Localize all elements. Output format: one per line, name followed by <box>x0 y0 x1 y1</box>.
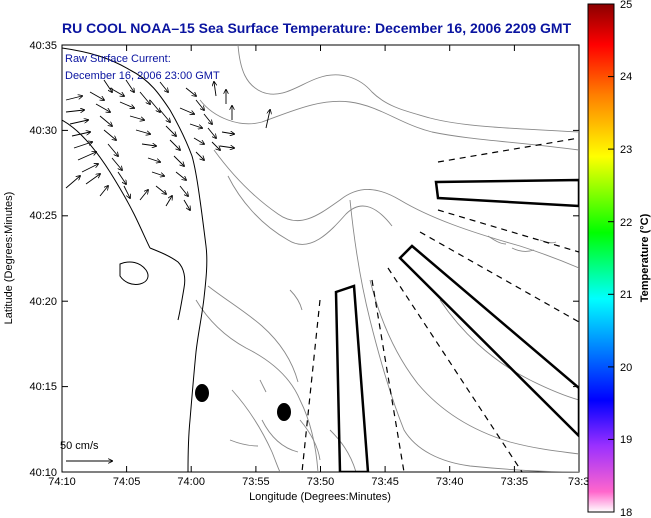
current-vectors <box>65 79 270 210</box>
bathymetry-contours <box>195 45 579 472</box>
x-axis: 74:10 74:05 74:00 73:55 73:50 73:45 73:4… <box>48 45 589 503</box>
y-axis: 40:35 40:30 40:25 40:20 40:15 40:10 Lati… <box>3 40 579 479</box>
map-content <box>62 45 579 472</box>
x-tick-label: 73:55 <box>242 476 270 488</box>
colorbar-bar <box>587 3 615 513</box>
y-axis-label: Latitude (Degrees:Minutes) <box>3 192 15 325</box>
colorbar-tick-label: 19 <box>620 434 632 446</box>
y-tick-label: 40:20 <box>29 296 57 308</box>
x-axis-label: Longitude (Degrees:Minutes) <box>249 491 391 503</box>
surface-current-label: Raw Surface Current: <box>65 53 171 65</box>
y-tick-label: 40:35 <box>29 40 57 52</box>
figure-title: RU COOL NOAA–15 Sea Surface Temperature:… <box>62 20 572 36</box>
y-tick-label: 40:10 <box>29 467 57 479</box>
x-tick-label: 73:40 <box>436 476 464 488</box>
scale-label: 50 cm/s <box>60 440 99 452</box>
y-tick-label: 40:15 <box>29 381 57 393</box>
y-tick-label: 40:30 <box>29 125 57 137</box>
dashed-lines <box>301 137 579 472</box>
colorbar-tick-label: 23 <box>620 144 632 156</box>
x-tick-label: 74:10 <box>48 476 76 488</box>
x-tick-label: 73:3 <box>568 476 589 488</box>
surface-current-date: December 16, 2006 23:00 GMT <box>65 70 220 82</box>
colorbar-tick-label: 20 <box>620 362 632 374</box>
outlined-polygons <box>334 178 579 472</box>
colorbar-tick-label: 21 <box>620 289 632 301</box>
x-tick-label: 73:35 <box>501 476 529 488</box>
coastline <box>62 47 208 472</box>
colorbar-tick-label: 22 <box>620 217 632 229</box>
colorbar-tick-label: 25 <box>620 0 632 11</box>
buoy-marker <box>277 403 291 421</box>
y-tick-label: 40:25 <box>29 210 57 222</box>
x-tick-label: 73:45 <box>371 476 399 488</box>
colorbar: 25 24 23 22 21 20 19 18 Temperature (°C) <box>587 0 651 518</box>
x-tick-label: 73:50 <box>307 476 335 488</box>
colorbar-tick-label: 24 <box>620 71 632 83</box>
colorbar-tick-label: 18 <box>620 507 632 518</box>
plot-frame <box>61 44 580 473</box>
colorbar-label: Temperature (°C) <box>639 213 651 302</box>
x-tick-label: 74:05 <box>113 476 141 488</box>
x-tick-label: 74:00 <box>177 476 205 488</box>
buoy-marker <box>195 384 209 402</box>
